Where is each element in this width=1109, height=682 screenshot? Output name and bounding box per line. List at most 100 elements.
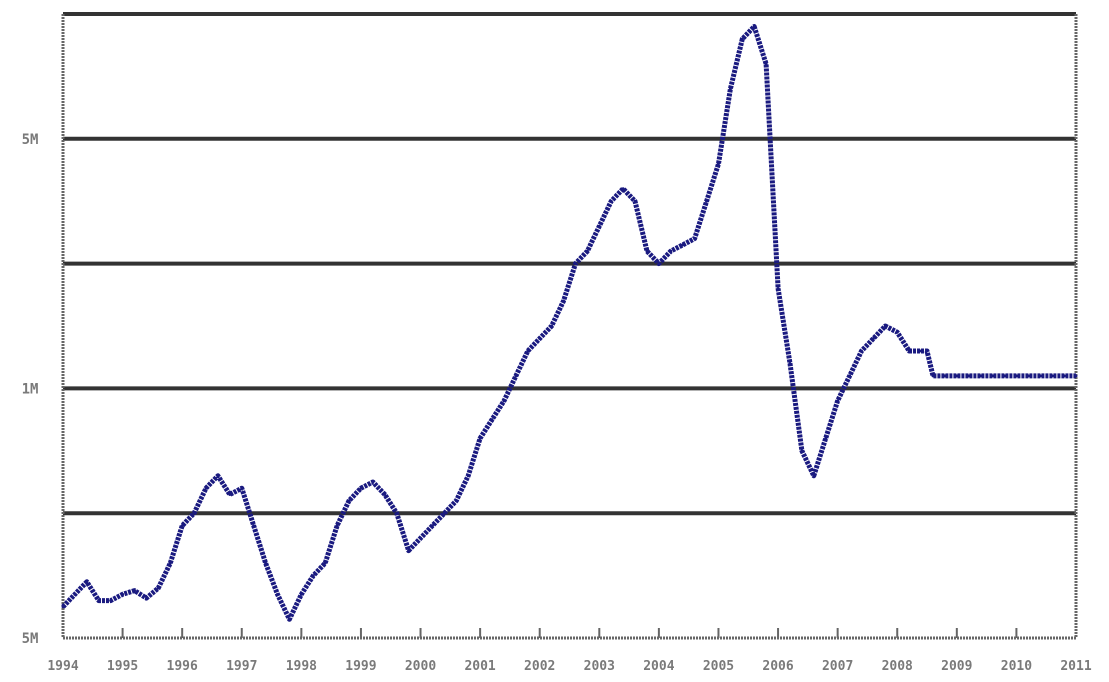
data-point (991, 374, 995, 378)
data-point (764, 62, 768, 66)
data-point (1074, 374, 1078, 378)
data-point (824, 436, 828, 440)
x-tick-label: 1994 (47, 659, 78, 674)
data-point (454, 499, 458, 503)
series-path (61, 24, 1076, 622)
data-point (156, 586, 160, 590)
data-point (979, 374, 983, 378)
data-point (740, 37, 744, 41)
y-tick-label: 5M (22, 132, 39, 148)
data-point (931, 374, 935, 378)
data-point (1026, 374, 1030, 378)
data-point (204, 486, 208, 490)
data-point (1062, 374, 1066, 378)
data-point (478, 436, 482, 440)
data-point (276, 592, 280, 596)
x-tick-label: 1997 (226, 659, 257, 674)
data-point (693, 237, 697, 241)
y-tick-label: 1M (22, 381, 39, 397)
data-point (859, 349, 863, 353)
data-point (490, 418, 494, 422)
data-point (121, 592, 125, 596)
data-point (395, 511, 399, 515)
data-point (85, 580, 89, 584)
data-point (705, 199, 709, 203)
data-point (264, 561, 268, 565)
data-point (407, 549, 411, 553)
series-line (61, 24, 1078, 622)
data-point (383, 492, 387, 496)
y-tick-label: 5M (22, 631, 39, 647)
data-point (240, 486, 244, 490)
data-point (573, 262, 577, 266)
data-point (442, 511, 446, 515)
data-point (883, 324, 887, 328)
data-point (466, 474, 470, 478)
axes (61, 14, 1078, 640)
data-point (371, 480, 375, 484)
data-point (61, 605, 65, 609)
x-tick-label: 2003 (584, 659, 615, 674)
data-point (1014, 374, 1018, 378)
data-point (323, 561, 327, 565)
data-point (502, 399, 506, 403)
x-tick-label: 2002 (524, 659, 555, 674)
x-tick-label: 1998 (286, 659, 317, 674)
data-point (657, 262, 661, 266)
x-tick-label: 2010 (1001, 659, 1032, 674)
data-point (144, 596, 148, 600)
grid-lines (63, 12, 1076, 516)
x-tick-label: 1995 (107, 659, 138, 674)
data-point (937, 374, 941, 378)
x-tick-label: 2005 (703, 659, 734, 674)
data-point (633, 199, 637, 203)
data-point (621, 187, 625, 191)
data-point (919, 349, 923, 353)
y-tick-labels: 5M 1M 5M (22, 132, 39, 647)
data-point (681, 243, 685, 247)
data-point (871, 336, 875, 340)
data-point (347, 499, 351, 503)
data-point (812, 474, 816, 478)
x-tick-labels: 1994 1995 1996 1997 1998 1999 2000 2001 2002 2003… (47, 659, 1091, 674)
data-point (109, 599, 113, 603)
data-point (1050, 374, 1054, 378)
x-tick-label: 2011 (1060, 659, 1091, 674)
data-point (550, 324, 554, 328)
data-point (848, 374, 852, 378)
data-point (836, 399, 840, 403)
data-point (597, 224, 601, 228)
data-point (335, 524, 339, 528)
data-point (252, 524, 256, 528)
x-tick-label: 1996 (167, 659, 198, 674)
x-tick-label: 2000 (405, 659, 436, 674)
data-point (895, 330, 899, 334)
data-point (907, 349, 911, 353)
data-point (97, 599, 101, 603)
x-tick-label: 2009 (941, 659, 972, 674)
data-point (133, 589, 137, 593)
data-point (73, 592, 77, 596)
data-point (728, 87, 732, 91)
data-point (514, 374, 518, 378)
data-point (788, 361, 792, 365)
data-point (585, 249, 589, 253)
data-point (419, 536, 423, 540)
x-tick-label: 2007 (822, 659, 853, 674)
data-point (752, 24, 756, 28)
data-point (311, 574, 315, 578)
data-point (943, 374, 947, 378)
data-point (955, 374, 959, 378)
data-point (925, 349, 929, 353)
x-tick-label: 2004 (643, 659, 674, 674)
data-point (538, 336, 542, 340)
data-point (1038, 374, 1042, 378)
x-tick-label: 2008 (882, 659, 913, 674)
x-tick-label: 2001 (464, 659, 495, 674)
data-point (645, 249, 649, 253)
x-tick-label: 1999 (345, 659, 376, 674)
data-point (967, 374, 971, 378)
data-point (609, 199, 613, 203)
data-point (430, 524, 434, 528)
